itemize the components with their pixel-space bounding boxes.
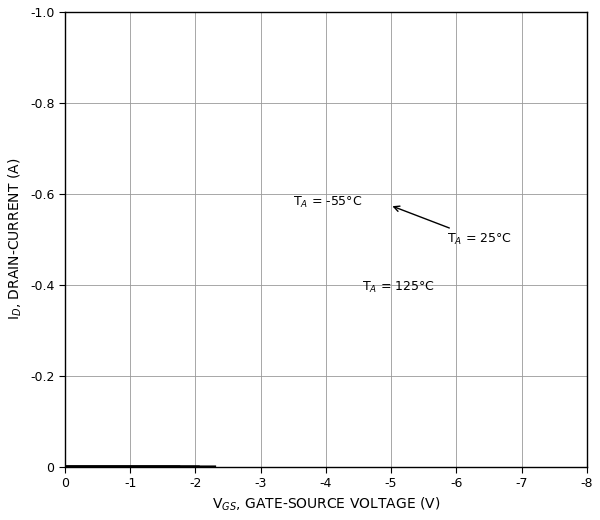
Text: T$_A$ = -55°C: T$_A$ = -55°C xyxy=(293,196,362,211)
Text: T$_A$ = 25°C: T$_A$ = 25°C xyxy=(394,206,511,247)
X-axis label: V$_{GS}$, GATE-SOURCE VOLTAGE (V): V$_{GS}$, GATE-SOURCE VOLTAGE (V) xyxy=(212,496,440,513)
Text: T$_A$ = 125°C: T$_A$ = 125°C xyxy=(362,280,434,295)
Y-axis label: I$_{D}$, DRAIN-CURRENT (A): I$_{D}$, DRAIN-CURRENT (A) xyxy=(7,158,25,320)
